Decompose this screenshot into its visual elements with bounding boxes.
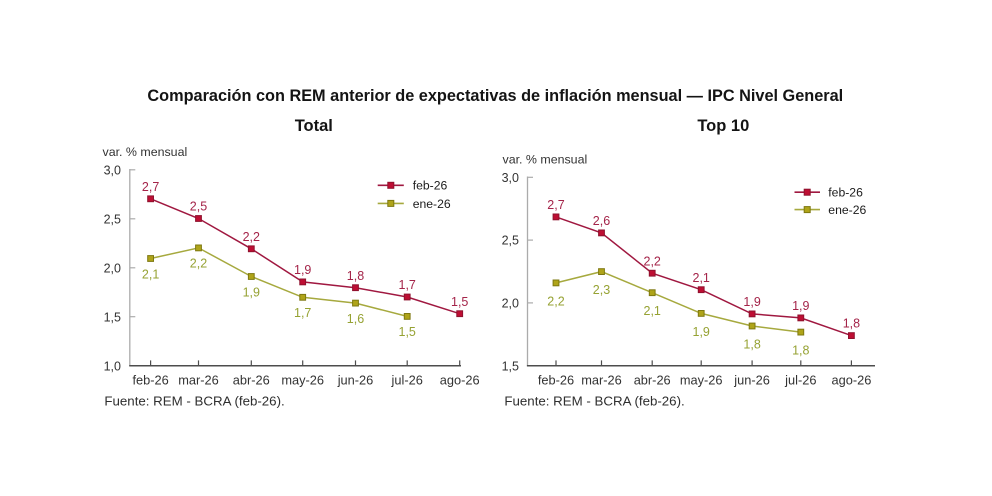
svg-text:var. % mensual: var. % mensual (503, 152, 588, 166)
svg-text:1,5: 1,5 (104, 310, 121, 324)
svg-text:1,9: 1,9 (243, 285, 260, 299)
svg-text:1,9: 1,9 (693, 325, 710, 339)
svg-text:1,7: 1,7 (399, 278, 416, 292)
svg-text:2,7: 2,7 (547, 198, 564, 212)
svg-text:jul-26: jul-26 (784, 372, 816, 387)
svg-text:mar-26: mar-26 (581, 372, 622, 387)
svg-text:2,1: 2,1 (142, 267, 159, 281)
svg-text:2,1: 2,1 (644, 304, 661, 318)
svg-text:feb-26: feb-26 (132, 372, 168, 387)
svg-text:ene-26: ene-26 (413, 197, 451, 211)
svg-text:2,5: 2,5 (190, 200, 207, 214)
svg-text:1,9: 1,9 (792, 299, 809, 313)
svg-text:Fuente: REM - BCRA (feb-26).: Fuente: REM - BCRA (feb-26). (104, 394, 284, 409)
svg-text:2,2: 2,2 (190, 257, 207, 271)
svg-text:2,2: 2,2 (644, 254, 661, 268)
svg-text:1,9: 1,9 (743, 295, 760, 309)
svg-text:ene-26: ene-26 (828, 203, 866, 217)
svg-text:1,8: 1,8 (743, 337, 760, 351)
svg-text:Top 10: Top 10 (697, 117, 749, 135)
svg-text:2,0: 2,0 (502, 297, 519, 311)
svg-text:2,0: 2,0 (104, 261, 121, 275)
svg-text:1,5: 1,5 (502, 359, 519, 373)
svg-text:ago-26: ago-26 (440, 372, 480, 387)
svg-text:feb-26: feb-26 (538, 372, 574, 387)
svg-text:jun-26: jun-26 (733, 372, 770, 387)
svg-text:may-26: may-26 (680, 372, 723, 387)
svg-text:2,5: 2,5 (104, 212, 121, 226)
svg-text:feb-26: feb-26 (828, 186, 863, 200)
svg-text:var. % mensual: var. % mensual (103, 145, 188, 159)
svg-text:1,9: 1,9 (294, 263, 311, 277)
svg-text:1,0: 1,0 (104, 359, 121, 373)
svg-text:1,6: 1,6 (347, 312, 364, 326)
svg-text:2,3: 2,3 (593, 283, 610, 297)
svg-text:may-26: may-26 (281, 372, 324, 387)
svg-text:1,8: 1,8 (792, 344, 809, 358)
svg-text:mar-26: mar-26 (178, 372, 219, 387)
svg-text:1,5: 1,5 (399, 325, 416, 339)
svg-text:Fuente: REM - BCRA (feb-26).: Fuente: REM - BCRA (feb-26). (504, 394, 684, 409)
svg-text:2,1: 2,1 (693, 271, 710, 285)
svg-text:Comparación con REM anterior d: Comparación con REM anterior de expectat… (147, 87, 843, 105)
svg-text:2,5: 2,5 (502, 234, 519, 248)
svg-text:3,0: 3,0 (502, 171, 519, 185)
svg-text:abr-26: abr-26 (233, 372, 270, 387)
svg-text:jul-26: jul-26 (391, 372, 423, 387)
svg-text:abr-26: abr-26 (634, 372, 671, 387)
svg-text:3,0: 3,0 (104, 163, 121, 177)
svg-text:1,5: 1,5 (451, 295, 468, 309)
svg-text:2,7: 2,7 (142, 180, 159, 194)
svg-text:ago-26: ago-26 (831, 372, 871, 387)
svg-text:feb-26: feb-26 (413, 179, 448, 193)
svg-text:jun-26: jun-26 (337, 372, 374, 387)
svg-text:Total: Total (295, 117, 333, 135)
svg-text:2,6: 2,6 (593, 214, 610, 228)
svg-text:1,7: 1,7 (294, 306, 311, 320)
svg-text:1,8: 1,8 (843, 317, 860, 331)
svg-text:2,2: 2,2 (243, 230, 260, 244)
svg-text:1,8: 1,8 (347, 269, 364, 283)
svg-text:2,2: 2,2 (547, 294, 564, 308)
